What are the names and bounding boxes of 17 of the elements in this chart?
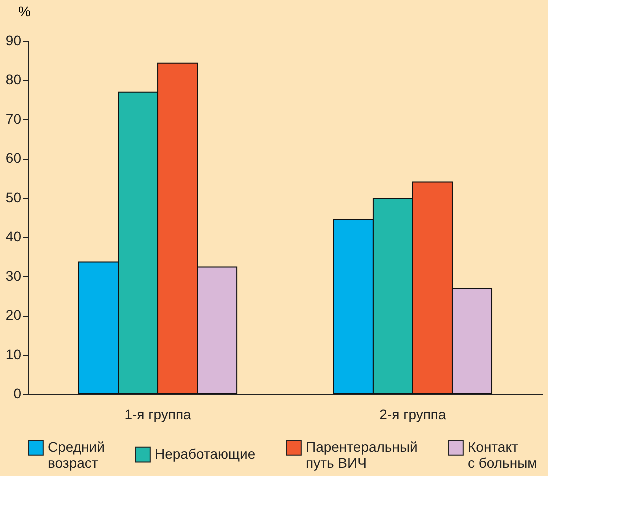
y-tick-label: 0 [14, 386, 22, 402]
legend-label: Контакт с больным [468, 439, 538, 471]
legend-label: Парентеральный путь ВИЧ [306, 439, 418, 471]
y-tick-label: 40 [6, 228, 22, 245]
y-tick-label: 50 [6, 189, 22, 206]
x-tick-label: 1-я группа [124, 406, 192, 422]
y-axis-title: % [18, 4, 31, 20]
y-tick-label: 80 [6, 72, 22, 88]
x-tick-label: 2-я группа [380, 406, 446, 422]
y-tick-label: 10 [6, 346, 22, 362]
y-tick-label: 90 [6, 32, 22, 48]
legend-label: Неработающие [155, 446, 256, 462]
y-tick-label: 30 [6, 268, 22, 284]
legend-label: Средний возраст [48, 439, 105, 471]
y-tick-label: 60 [6, 150, 22, 166]
y-tick-label: 70 [6, 110, 22, 127]
y-tick-label: 20 [6, 307, 22, 324]
